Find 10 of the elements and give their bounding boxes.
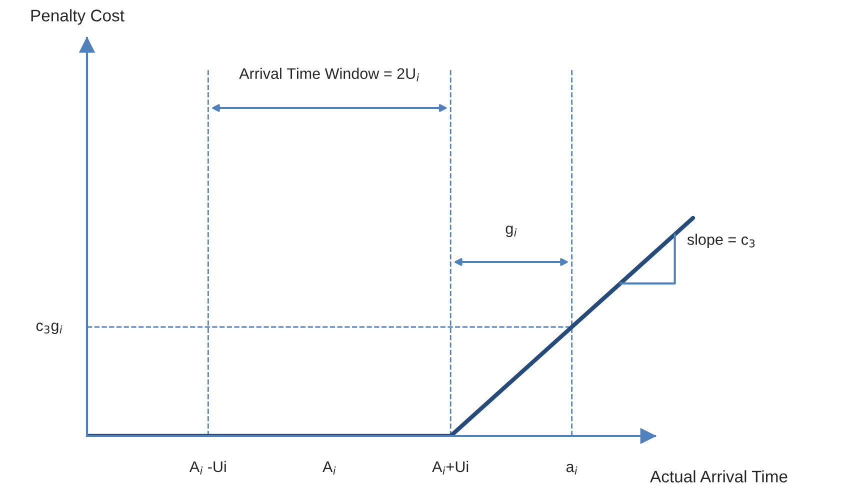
x-axis-title: Actual Arrival Time — [650, 470, 788, 482]
text: Penalty Cost — [31, 9, 124, 25]
annotation: g$_{i}$ — [506, 226, 517, 238]
text: slope = c$_{3}$ — [687, 234, 755, 248]
x-tick-label: A$_{i}$ — [322, 462, 336, 475]
x-tick-label: A$_{i}$ -Ui — [189, 460, 226, 474]
x-tick-label: a$_{i}$ — [566, 464, 578, 475]
ref-line-label: c$_{3}$g$_{i}$ — [36, 322, 62, 334]
text: Arrival Time Window = 2U$_{i}$ — [239, 68, 420, 82]
x-tick-label: A$_{i}$+Ui — [432, 460, 468, 474]
